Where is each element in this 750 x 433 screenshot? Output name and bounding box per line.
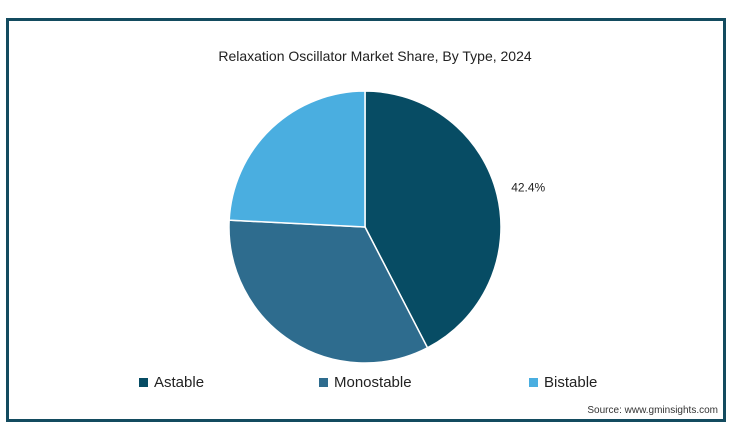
legend-item-monostable: Monostable <box>319 374 412 391</box>
source-note: Source: www.gminsights.com <box>587 405 718 416</box>
chart-legend: Astable Monostable Bistable <box>0 374 750 396</box>
legend-label-astable: Astable <box>154 374 205 391</box>
legend-item-astable: Astable <box>139 374 204 391</box>
legend-swatch-monostable <box>319 378 328 387</box>
data-label-astable: 42.4% <box>511 180 545 194</box>
legend-item-bistable: Bistable <box>529 374 597 391</box>
legend-swatch-bistable <box>529 378 538 387</box>
legend-label-monostable: Monostable <box>334 374 412 391</box>
chart-title: Relaxation Oscillator Market Share, By T… <box>218 48 532 64</box>
legend-swatch-astable <box>139 378 148 387</box>
legend-label-bistable: Bistable <box>544 374 598 391</box>
pie-slice-bistable <box>228 90 366 228</box>
pie-slice-astable <box>364 90 502 349</box>
pie-slice-monostable <box>228 219 429 364</box>
